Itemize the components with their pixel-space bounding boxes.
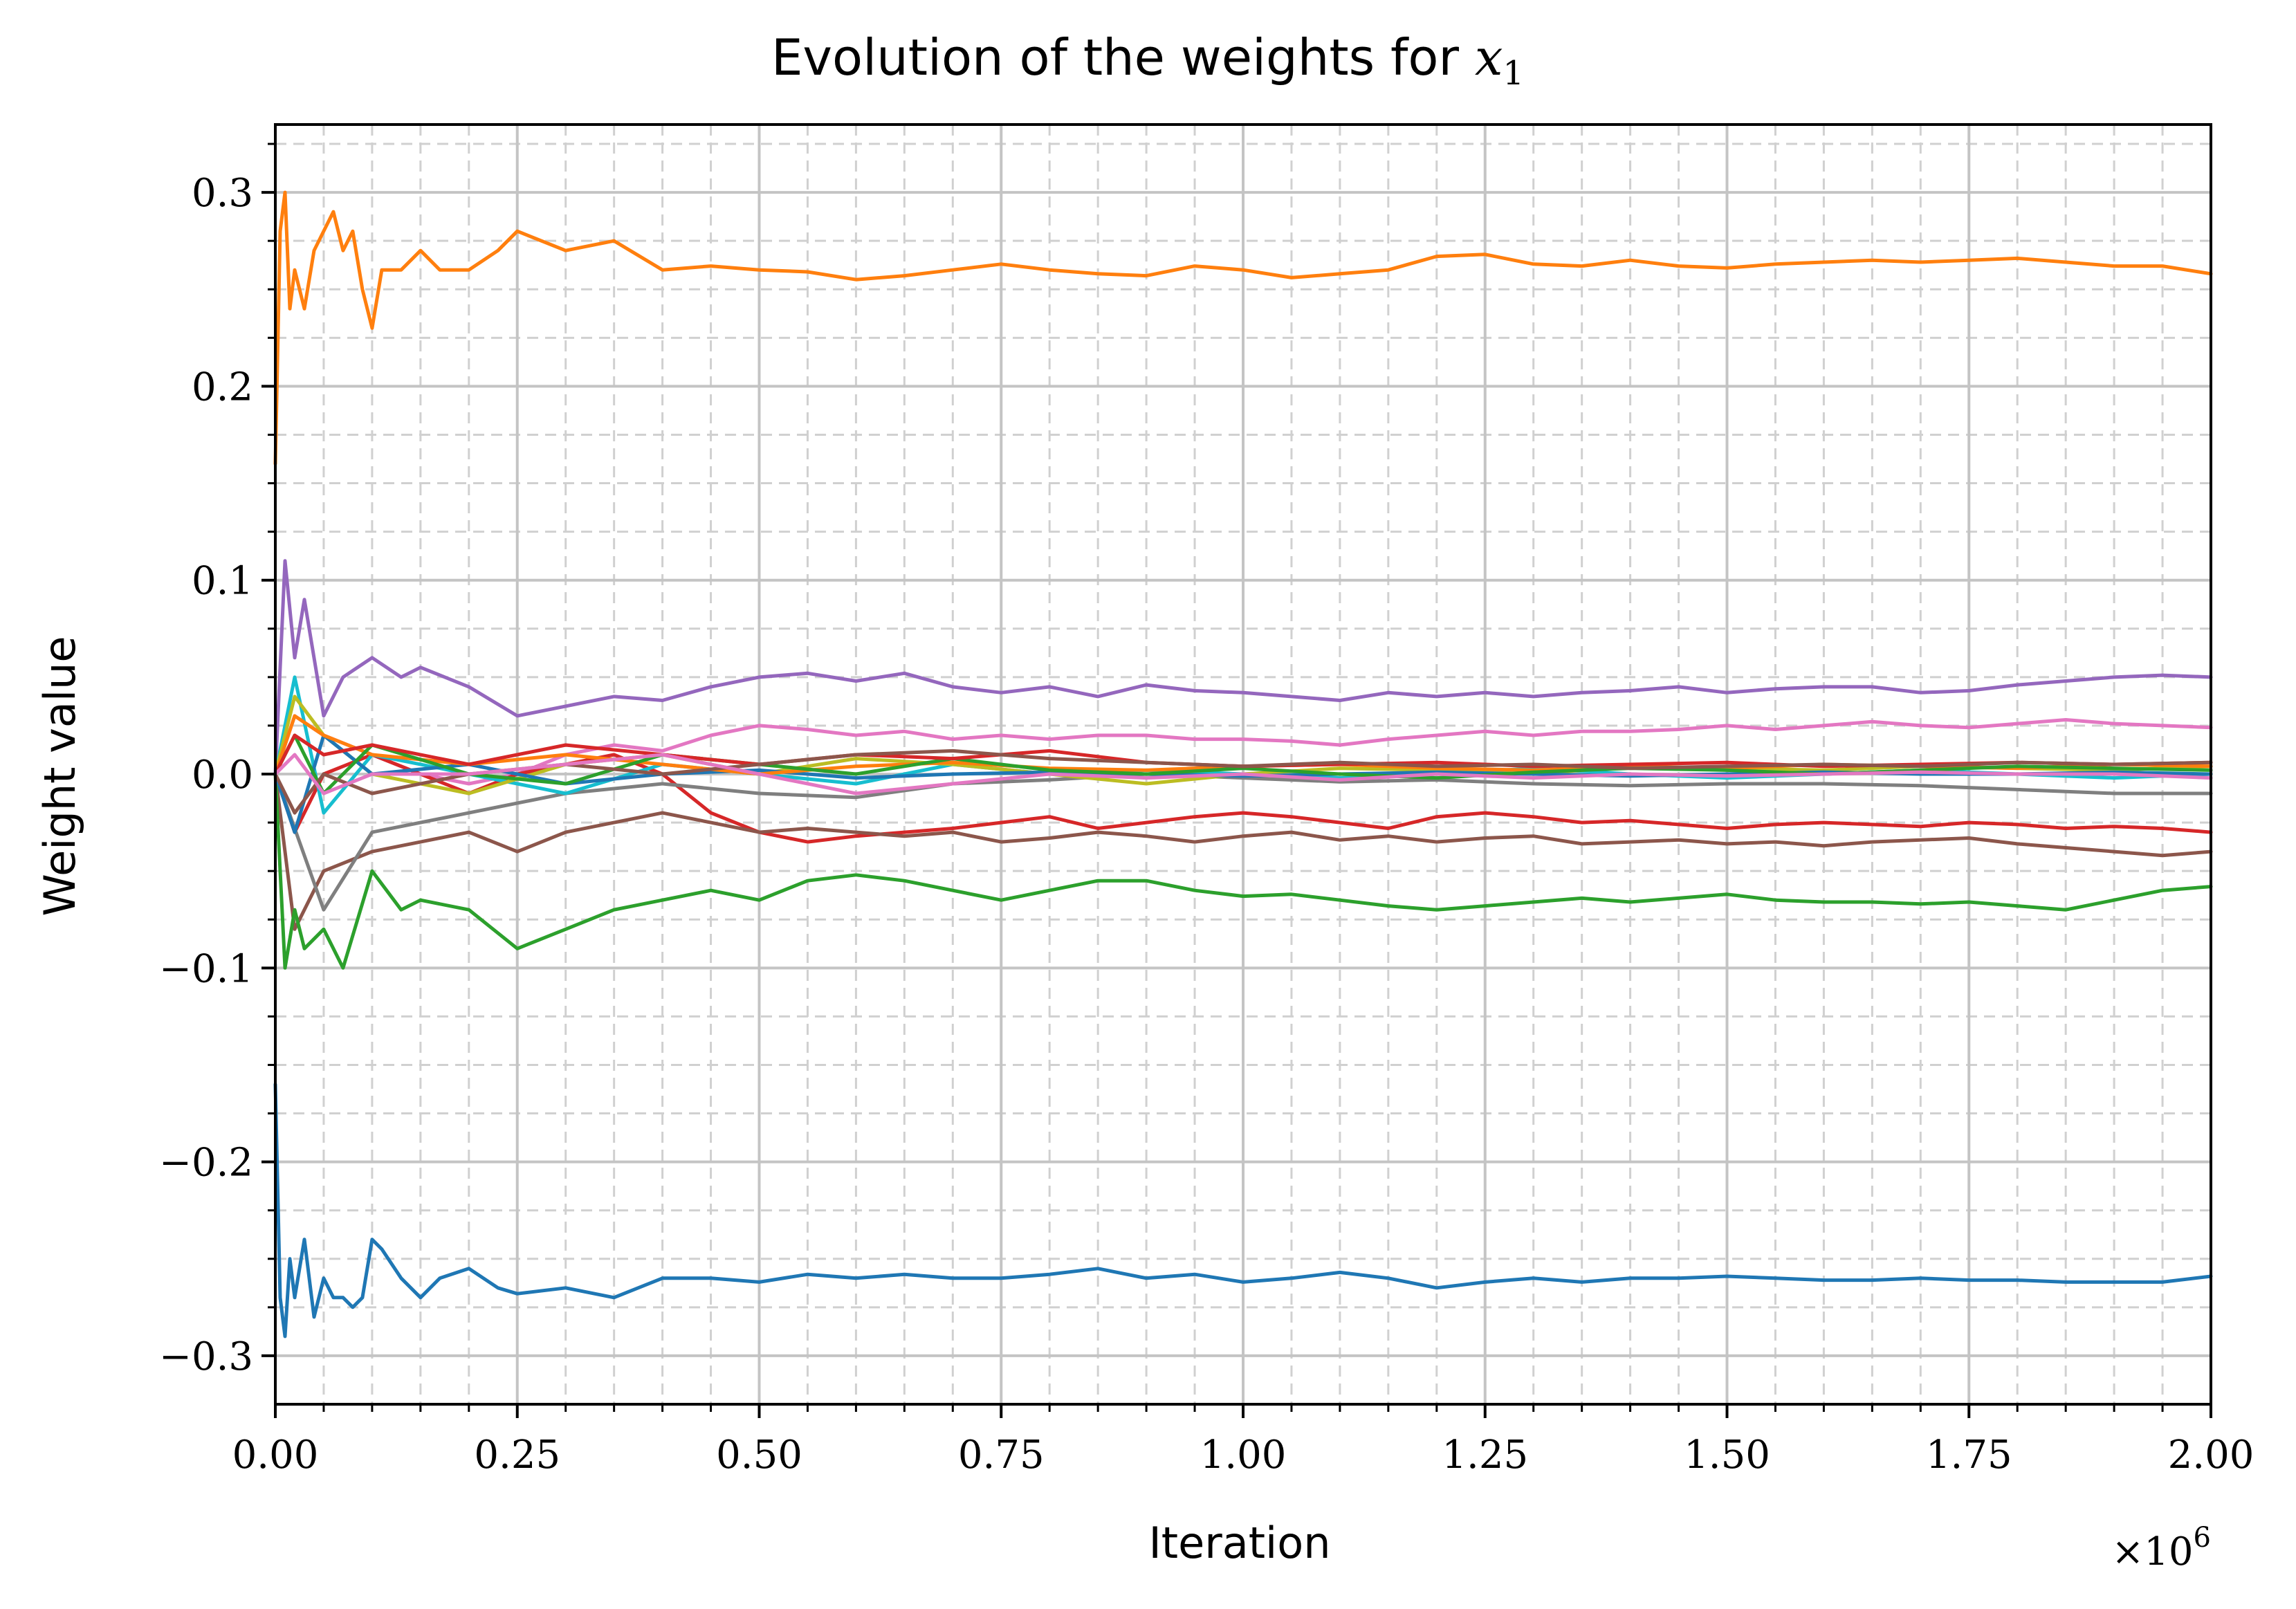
x-tick-label: 1.50	[1684, 1433, 1770, 1478]
x-axis-offset-base: ×10	[2111, 1529, 2193, 1574]
series-line	[273, 190, 2213, 466]
x-tick-label: 0.50	[716, 1433, 802, 1478]
series-line	[273, 772, 2213, 970]
series-line	[273, 559, 2213, 776]
x-axis-label: Iteration	[1149, 1518, 1331, 1568]
x-tick-label: 2.00	[2168, 1433, 2254, 1478]
series-line	[273, 1083, 2213, 1339]
ticks	[261, 142, 2212, 1418]
x-axis-offset-exponent: 6	[2194, 1522, 2211, 1554]
series-line	[273, 695, 2213, 796]
chart-title-subscript: 1	[1503, 54, 1525, 93]
x-tick-label: 0.00	[232, 1433, 319, 1478]
series-line	[273, 753, 2213, 796]
series-line	[273, 748, 2213, 815]
tick-labels: 0.00 0.25 0.50 0.75 1.00 1.25 1.50 1.75 2.00 −0.3…	[159, 171, 2254, 1478]
y-tick-label: 0.2	[192, 365, 253, 410]
series-line	[273, 714, 2213, 786]
x-axis-offset: ×106	[2111, 1522, 2211, 1574]
y-tick-label: −0.3	[159, 1334, 253, 1379]
chart-title-text: Evolution of the weights for	[771, 28, 1475, 86]
y-tick-label: 0.3	[192, 171, 253, 216]
x-tick-label: 1.25	[1442, 1433, 1528, 1478]
x-tick-label: 0.25	[474, 1433, 560, 1478]
chart-title-variable: x	[1475, 28, 1503, 86]
y-axis-label: Weight value	[35, 636, 85, 916]
series-layer	[273, 190, 2213, 1339]
chart-title: Evolution of the weights for x1	[771, 28, 1524, 93]
x-tick-label: 0.75	[958, 1433, 1045, 1478]
y-tick-label: −0.2	[159, 1141, 253, 1186]
y-tick-label: 0.0	[192, 753, 253, 798]
y-tick-label: 0.1	[192, 559, 253, 604]
x-tick-label: 1.00	[1200, 1433, 1287, 1478]
series-line	[273, 772, 2213, 931]
x-tick-label: 1.75	[1926, 1433, 2012, 1478]
y-tick-label: −0.1	[159, 946, 253, 991]
